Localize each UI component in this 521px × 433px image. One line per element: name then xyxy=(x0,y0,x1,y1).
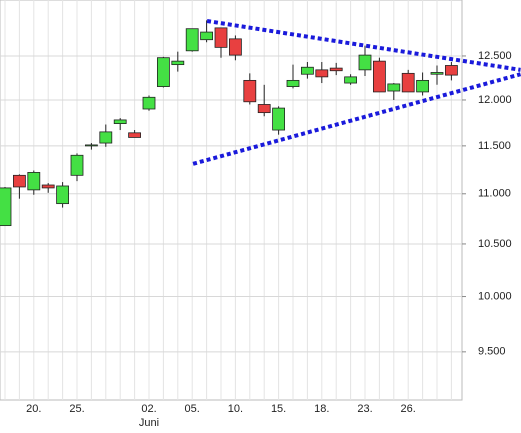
x-tick-label: 10. xyxy=(228,403,243,415)
x-tick-label: 20. xyxy=(26,403,41,415)
candle-body xyxy=(214,27,228,48)
candle-body xyxy=(200,31,214,41)
candle-body xyxy=(228,38,242,56)
candle-body xyxy=(416,79,430,93)
y-tick-label: 10.500 xyxy=(478,238,512,250)
y-tick-label: 12.000 xyxy=(478,94,512,106)
candle-body xyxy=(243,79,257,103)
candle-body xyxy=(344,76,358,84)
x-tick-label: 23. xyxy=(357,403,372,415)
x-tick-label: 05. xyxy=(185,403,200,415)
candle-body xyxy=(300,66,314,75)
candle-body xyxy=(257,104,271,114)
candle-body xyxy=(56,185,69,205)
candle-body xyxy=(27,172,41,191)
x-month-label: Juni xyxy=(139,417,159,429)
y-tick-label: 9.500 xyxy=(478,346,506,358)
candle-body xyxy=(329,67,343,72)
y-tick-label: 12.500 xyxy=(478,50,512,62)
candle-body xyxy=(430,72,444,75)
candle-body xyxy=(70,154,84,176)
candle-body xyxy=(99,131,113,144)
trendline xyxy=(206,19,521,72)
candle-body xyxy=(185,28,199,52)
candle-body xyxy=(315,69,329,78)
candle-body xyxy=(41,184,55,189)
x-tick-label: 26. xyxy=(401,403,416,415)
candle-body xyxy=(142,96,156,110)
x-tick-label: 02. xyxy=(141,403,156,415)
candle-body xyxy=(12,174,26,188)
candle-body xyxy=(171,60,185,66)
candle-body xyxy=(113,119,127,124)
candle-body xyxy=(372,60,386,93)
x-tick-label: 18. xyxy=(314,403,329,415)
candle-body xyxy=(387,83,401,92)
candle-body xyxy=(156,57,170,87)
candle-body xyxy=(128,132,142,138)
y-tick-label: 11.500 xyxy=(478,140,511,152)
y-tick-label: 11.000 xyxy=(478,188,511,200)
candle-body xyxy=(0,187,12,227)
candle-body xyxy=(286,79,300,87)
candle-body xyxy=(401,72,415,93)
plot-area xyxy=(0,0,463,401)
trendline xyxy=(192,72,521,166)
y-tick-label: 10.000 xyxy=(478,290,512,302)
candle-body xyxy=(272,107,286,131)
candle-body xyxy=(85,144,98,147)
candle-body xyxy=(444,65,458,76)
candle-body xyxy=(358,54,372,71)
x-tick-label: 25. xyxy=(69,403,84,415)
x-tick-label: 15. xyxy=(271,403,286,415)
